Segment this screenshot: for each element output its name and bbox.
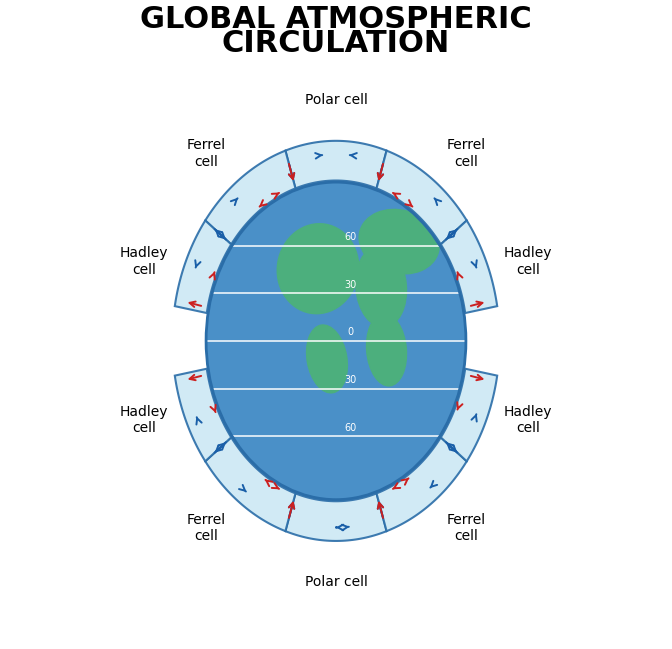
- Polygon shape: [175, 221, 231, 313]
- Text: Hadley
cell: Hadley cell: [120, 405, 168, 435]
- Polygon shape: [376, 437, 467, 531]
- Polygon shape: [441, 369, 497, 461]
- Text: Ferrel
cell: Ferrel cell: [446, 138, 485, 169]
- Text: 60: 60: [344, 232, 357, 242]
- Text: 60: 60: [344, 422, 357, 432]
- Text: 30: 30: [344, 280, 357, 289]
- Text: Polar cell: Polar cell: [304, 93, 368, 106]
- Ellipse shape: [359, 210, 439, 274]
- Text: Ferrel
cell: Ferrel cell: [446, 513, 485, 543]
- Ellipse shape: [366, 314, 407, 386]
- Text: Hadley
cell: Hadley cell: [504, 247, 552, 276]
- Polygon shape: [286, 141, 386, 188]
- Polygon shape: [376, 151, 467, 245]
- Text: 30: 30: [344, 375, 357, 385]
- Polygon shape: [205, 151, 296, 245]
- Ellipse shape: [278, 224, 359, 313]
- Text: CIRCULATION: CIRCULATION: [222, 29, 450, 58]
- Polygon shape: [441, 221, 497, 313]
- Text: Hadley
cell: Hadley cell: [120, 247, 168, 276]
- Text: Ferrel
cell: Ferrel cell: [187, 138, 226, 169]
- Polygon shape: [286, 493, 386, 541]
- Text: Polar cell: Polar cell: [304, 575, 368, 589]
- Text: GLOBAL ATMOSPHERIC: GLOBAL ATMOSPHERIC: [140, 5, 532, 34]
- Ellipse shape: [206, 182, 466, 500]
- Text: Ferrel
cell: Ferrel cell: [187, 513, 226, 543]
- Ellipse shape: [306, 325, 347, 393]
- Polygon shape: [175, 369, 231, 461]
- Text: Hadley
cell: Hadley cell: [504, 405, 552, 435]
- Polygon shape: [205, 437, 296, 531]
- Ellipse shape: [355, 246, 407, 327]
- Text: 0: 0: [347, 327, 353, 337]
